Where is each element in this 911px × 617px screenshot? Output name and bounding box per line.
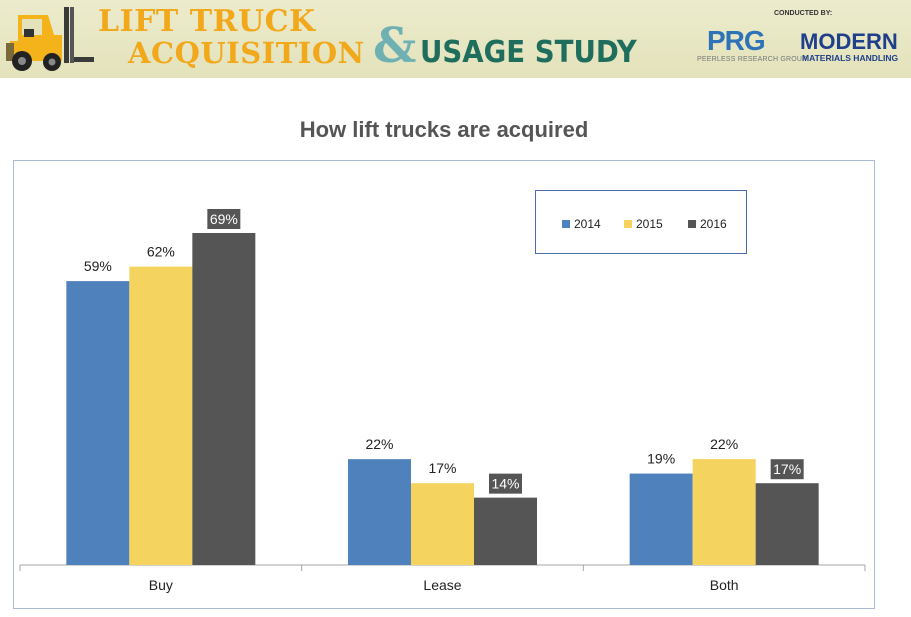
- legend-label: 2016: [700, 217, 727, 231]
- legend-swatch: [562, 220, 570, 228]
- bar-2015-both: [692, 459, 756, 565]
- legend-label: 2014: [574, 217, 601, 231]
- conducted-by-label: CONDUCTED BY:: [774, 10, 833, 17]
- data-label: 17%: [773, 461, 801, 477]
- bar-2016-both: [755, 483, 819, 565]
- prg-subtitle: PEERLESS RESEARCH GROUP: [697, 56, 808, 63]
- data-label: 22%: [365, 436, 393, 452]
- data-label: 69%: [210, 211, 238, 227]
- category-label: Buy: [149, 577, 173, 593]
- legend-item-2015: 2015: [624, 217, 663, 231]
- banner-title-line3: USAGE STUDY: [420, 35, 637, 70]
- mmh-logo: MODERN: [800, 29, 898, 54]
- legend-item-2014: 2014: [562, 217, 601, 231]
- category-label: Lease: [423, 577, 461, 593]
- category-label: Both: [710, 577, 739, 593]
- legend-swatch: [688, 220, 696, 228]
- bar-2016-buy: [192, 233, 256, 565]
- plot-frame: [13, 160, 875, 609]
- data-label: 59%: [84, 258, 112, 274]
- legend-swatch: [624, 220, 632, 228]
- mmh-subtitle: MATERIALS HANDLING: [802, 53, 899, 63]
- legend: 2014 2015 2016: [535, 190, 747, 254]
- bar-2015-lease: [411, 483, 474, 565]
- data-label-box: [489, 473, 522, 494]
- data-label: 14%: [491, 476, 519, 492]
- data-label: 17%: [428, 460, 456, 476]
- legend-label: 2015: [636, 217, 663, 231]
- bar-2016-lease: [474, 497, 537, 565]
- legend-item-2016: 2016: [688, 217, 727, 231]
- bar-2014-both: [629, 473, 693, 565]
- data-label-box: [207, 209, 241, 229]
- data-label: 62%: [147, 244, 175, 260]
- banner-ampersand: &: [373, 18, 417, 74]
- forklift-icon: [6, 7, 94, 71]
- bar-2014-lease: [348, 459, 411, 565]
- data-label: 19%: [647, 451, 675, 467]
- data-label: 22%: [710, 436, 738, 452]
- banner-title-line2: ACQUISITION: [128, 36, 365, 70]
- prg-logo: PRG: [707, 25, 766, 56]
- banner-title-line1: LIFT TRUCK: [98, 4, 316, 39]
- chart-title: How lift trucks are acquired: [299, 117, 589, 142]
- banner: LIFT TRUCK ACQUISITION & USAGE STUDY CON…: [0, 0, 911, 78]
- bar-2014-buy: [66, 281, 130, 565]
- data-label-box: [770, 459, 804, 480]
- bar-2015-buy: [129, 266, 193, 565]
